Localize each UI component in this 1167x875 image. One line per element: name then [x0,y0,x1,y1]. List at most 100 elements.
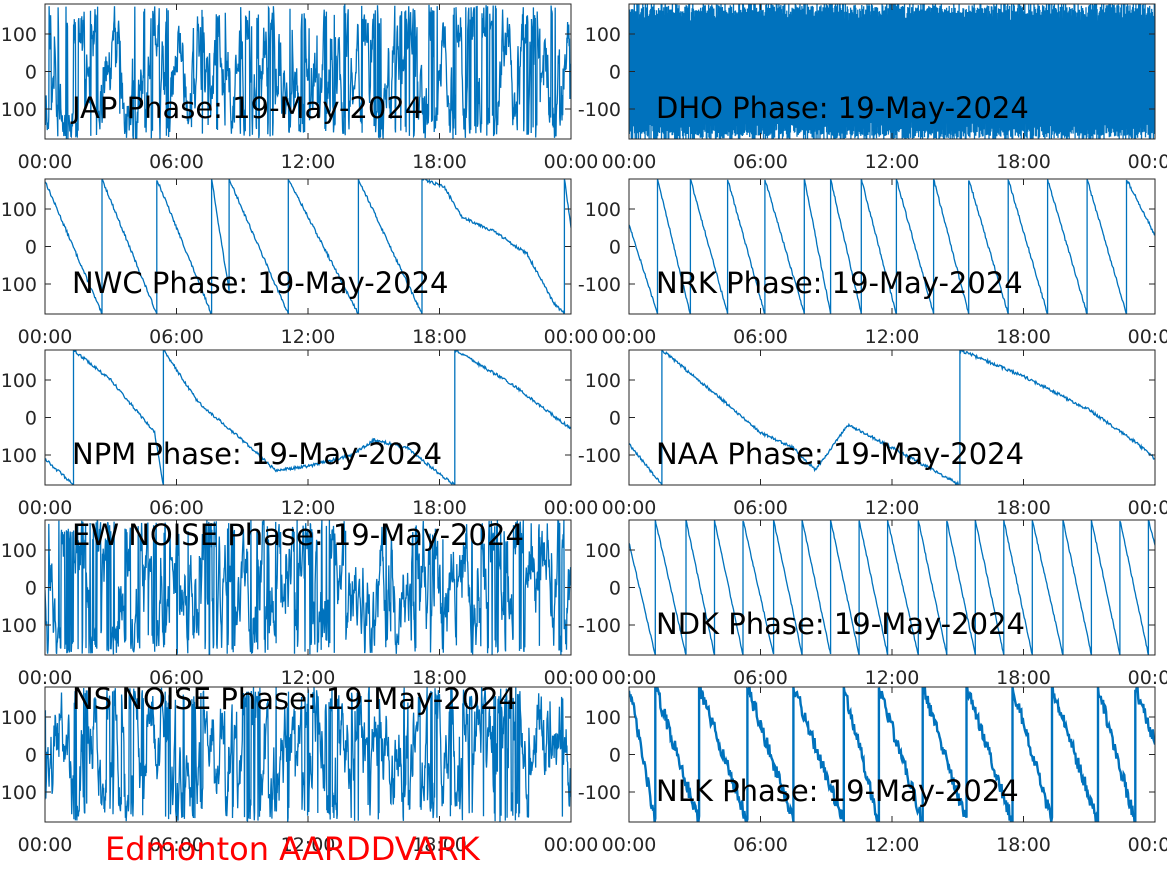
y-tick-label: 0 [609,745,621,767]
x-tick-label: 00:00 [602,834,657,856]
panel-10: 100 0 -100 00:00 06:00 12:00 18:00 00:00 NLK Pha… [578,686,1167,856]
series-line [629,179,1155,314]
panel-1: 100 0 -100 00:00 06:00 12:00 18:00 00:00 JAP Pha… [0,3,599,173]
x-tick-label: 00:00 [544,834,599,856]
y-tick-label: 100 [585,707,621,729]
x-tick-label: 00:00 [1128,497,1167,519]
x-tick-label: 18:00 [996,326,1051,348]
y-tick-label: 100 [585,24,621,46]
x-tick-label: 06:00 [149,326,204,348]
panel-2: 100 0 -100 00:00 06:00 12:00 18:00 00:00 DHO Pha… [578,3,1167,173]
panel-8: 100 0 -100 00:00 06:00 12:00 18:00 00:00 NDK Pha… [578,519,1167,689]
x-tick-label: 18:00 [412,834,467,856]
x-tick-label: 12:00 [281,151,336,173]
y-tick-label: 100 [1,540,37,562]
x-tick-label: 06:00 [149,834,204,856]
y-tick-label: 0 [25,578,37,600]
y-tick-label: 0 [25,745,37,767]
x-tick-label: 12:00 [865,667,920,689]
series-line [45,687,571,822]
series-line [629,520,1155,655]
x-tick-label: 00:00 [18,497,73,519]
x-tick-label: 06:00 [733,834,788,856]
x-tick-label: 12:00 [865,151,920,173]
panel-title: NLK Phase: 19-May-2024 [656,774,1019,808]
x-tick-label: 06:00 [733,326,788,348]
y-tick-label: -100 [578,445,621,467]
y-tick-label: 0 [25,62,37,84]
x-tick-label: 00:00 [18,834,73,856]
panels: 100 0 -100 00:00 06:00 12:00 18:00 00:00 JAP Pha… [0,3,1167,856]
x-tick-label: 06:00 [733,151,788,173]
x-tick-label: 12:00 [281,667,336,689]
panel-title: NWC Phase: 19-May-2024 [72,266,449,300]
y-tick-label: -100 [578,99,621,121]
y-tick-label: 0 [609,408,621,430]
series-line [45,4,571,139]
x-tick-label: 18:00 [996,834,1051,856]
x-tick-label: 00:00 [544,667,599,689]
x-tick-label: 18:00 [412,151,467,173]
y-tick-label: -100 [578,782,621,804]
x-tick-label: 18:00 [996,151,1051,173]
y-tick-label: 100 [585,370,621,392]
x-tick-label: 00:00 [602,497,657,519]
panel-title: DHO Phase: 19-May-2024 [656,91,1029,125]
series-line [45,350,571,485]
x-tick-label: 12:00 [865,497,920,519]
y-tick-label: 100 [585,540,621,562]
x-tick-label: 00:00 [1128,151,1167,173]
x-tick-label: 18:00 [412,326,467,348]
x-tick-label: 00:00 [18,667,73,689]
x-tick-label: 18:00 [996,497,1051,519]
x-tick-label: 12:00 [865,326,920,348]
x-tick-label: 00:00 [602,151,657,173]
x-tick-label: 06:00 [733,667,788,689]
x-tick-label: 00:00 [602,326,657,348]
y-tick-label: 100 [1,707,37,729]
y-tick-label: 0 [609,578,621,600]
x-tick-label: 06:00 [149,667,204,689]
y-tick-label: 0 [609,62,621,84]
x-tick-label: 06:00 [733,497,788,519]
x-tick-label: 18:00 [412,667,467,689]
y-tick-label: 100 [1,370,37,392]
y-tick-label: 0 [25,408,37,430]
y-tick-label: -100 [0,615,37,637]
panel-title: NDK Phase: 19-May-2024 [656,607,1025,641]
x-tick-label: 00:00 [544,151,599,173]
panel-6: 100 0 -100 00:00 06:00 12:00 18:00 00:00 NAA Pha… [578,349,1167,519]
y-tick-label: 100 [1,24,37,46]
series-line [629,687,1155,822]
x-tick-label: 00:00 [1128,667,1167,689]
y-tick-label: 0 [609,237,621,259]
y-tick-label: -100 [0,782,37,804]
x-tick-label: 00:00 [18,326,73,348]
y-tick-label: -100 [0,445,37,467]
x-tick-label: 00:00 [1128,326,1167,348]
panel-5: 100 0 -100 00:00 06:00 12:00 18:00 00:00 NPM Pha… [0,349,598,519]
x-tick-label: 00:00 [602,667,657,689]
x-tick-label: 18:00 [996,667,1051,689]
y-tick-label: 100 [1,199,37,221]
x-tick-label: 12:00 [281,834,336,856]
x-tick-label: 00:00 [1128,834,1167,856]
x-tick-label: 06:00 [149,497,204,519]
y-tick-label: -100 [0,99,37,121]
x-tick-label: 00:00 [18,151,73,173]
x-tick-label: 12:00 [281,326,336,348]
panel-9: 100 0 -100 00:00 06:00 12:00 18:00 00:00 NS NOIS… [0,682,598,856]
series-line [45,520,571,655]
panel-4: 100 0 -100 00:00 06:00 12:00 18:00 00:00 NRK Pha… [578,178,1167,348]
panel-7: 100 0 -100 00:00 06:00 12:00 18:00 00:00 EW NOIS… [0,518,598,689]
panel-title: NPM Phase: 19-May-2024 [72,437,442,471]
y-tick-label: 100 [585,199,621,221]
y-tick-label: -100 [578,615,621,637]
panel-title: NS NOISE Phase: 19-May-2024 [72,682,517,716]
panel-title: NAA Phase: 19-May-2024 [656,437,1024,471]
x-tick-label: 12:00 [281,497,336,519]
x-tick-label: 18:00 [412,497,467,519]
series-line [45,179,571,314]
x-tick-label: 06:00 [149,151,204,173]
